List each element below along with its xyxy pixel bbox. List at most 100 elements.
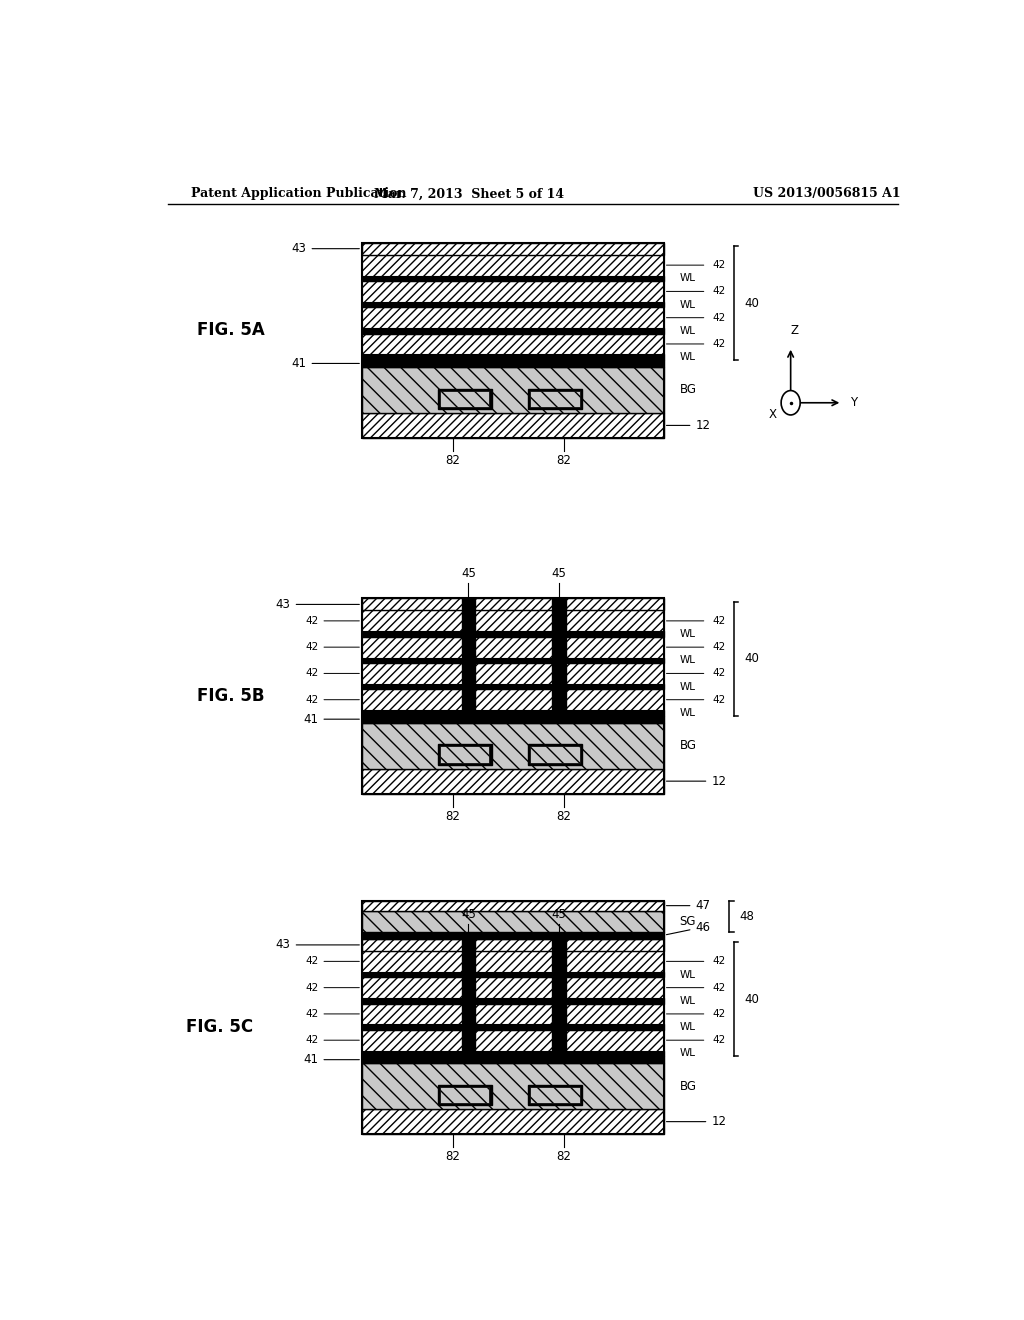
- Bar: [362, 631, 664, 636]
- Text: 48: 48: [740, 909, 755, 923]
- Text: US 2013/0056815 A1: US 2013/0056815 A1: [753, 187, 900, 201]
- Text: BG: BG: [680, 1080, 696, 1093]
- Bar: [362, 598, 664, 610]
- Text: WL: WL: [680, 300, 695, 310]
- Text: 42: 42: [713, 1035, 726, 1045]
- Bar: [362, 900, 664, 911]
- Text: WL: WL: [680, 708, 695, 718]
- Text: WL: WL: [680, 273, 695, 284]
- Bar: [362, 1030, 664, 1051]
- Text: Z: Z: [791, 323, 799, 337]
- Text: 41: 41: [303, 713, 359, 726]
- Text: 82: 82: [557, 810, 571, 822]
- Bar: [362, 768, 664, 793]
- Bar: [362, 367, 664, 413]
- Bar: [362, 243, 664, 438]
- Bar: [530, 391, 580, 407]
- Text: 42: 42: [713, 616, 726, 626]
- Bar: [362, 243, 664, 255]
- Text: 82: 82: [445, 810, 460, 822]
- Text: 41: 41: [292, 356, 359, 370]
- Bar: [552, 939, 565, 1056]
- Text: 42: 42: [713, 668, 726, 678]
- Text: 46: 46: [667, 920, 711, 935]
- Bar: [362, 1024, 664, 1030]
- Text: 43: 43: [275, 598, 359, 611]
- Text: 45: 45: [461, 908, 476, 920]
- Text: 43: 43: [292, 242, 359, 255]
- Bar: [362, 413, 664, 438]
- Text: 42: 42: [305, 957, 359, 966]
- Text: 42: 42: [305, 982, 359, 993]
- Text: 45: 45: [551, 568, 566, 579]
- Text: WL: WL: [680, 1022, 695, 1032]
- Text: 47: 47: [667, 899, 711, 912]
- Bar: [528, 1085, 583, 1105]
- Bar: [462, 598, 475, 715]
- Bar: [362, 281, 664, 302]
- Text: 12: 12: [667, 418, 711, 432]
- Bar: [530, 746, 580, 763]
- Bar: [552, 598, 565, 715]
- Text: 42: 42: [305, 668, 359, 678]
- Bar: [362, 1056, 664, 1064]
- Bar: [362, 610, 664, 631]
- Text: Y: Y: [850, 396, 857, 409]
- Text: SG: SG: [680, 915, 696, 928]
- Text: BG: BG: [680, 739, 696, 752]
- Text: WL: WL: [680, 630, 695, 639]
- Text: 42: 42: [305, 642, 359, 652]
- Bar: [440, 746, 489, 763]
- Text: WL: WL: [680, 969, 695, 979]
- Bar: [528, 388, 583, 409]
- Bar: [362, 360, 664, 367]
- Text: Mar. 7, 2013  Sheet 5 of 14: Mar. 7, 2013 Sheet 5 of 14: [374, 187, 564, 201]
- Text: 42: 42: [305, 1035, 359, 1045]
- Bar: [362, 636, 664, 657]
- Text: 82: 82: [557, 454, 571, 467]
- Bar: [362, 1064, 664, 1109]
- Text: X: X: [768, 408, 776, 421]
- Text: 40: 40: [744, 993, 760, 1006]
- Text: 82: 82: [557, 1151, 571, 1163]
- Text: 42: 42: [713, 313, 726, 322]
- Bar: [362, 723, 664, 768]
- Bar: [528, 744, 583, 766]
- Text: WL: WL: [680, 681, 695, 692]
- Bar: [362, 998, 664, 1003]
- Text: 42: 42: [713, 694, 726, 705]
- Bar: [362, 276, 664, 281]
- Text: FIG. 5A: FIG. 5A: [198, 321, 265, 339]
- Bar: [362, 1051, 664, 1056]
- Bar: [362, 308, 664, 329]
- Text: WL: WL: [680, 352, 695, 362]
- Text: 42: 42: [713, 339, 726, 348]
- Text: 82: 82: [445, 454, 460, 467]
- Bar: [362, 911, 664, 932]
- Text: 45: 45: [551, 908, 566, 920]
- Bar: [362, 663, 664, 684]
- Bar: [362, 932, 664, 939]
- Bar: [362, 598, 664, 793]
- Bar: [440, 1086, 489, 1104]
- Bar: [530, 1086, 580, 1104]
- Bar: [362, 329, 664, 334]
- Bar: [362, 710, 664, 715]
- Text: 42: 42: [305, 1008, 359, 1019]
- Text: 42: 42: [713, 957, 726, 966]
- Bar: [362, 255, 664, 276]
- Text: 42: 42: [305, 616, 359, 626]
- Text: 41: 41: [303, 1053, 359, 1067]
- Circle shape: [781, 391, 800, 414]
- Bar: [362, 354, 664, 360]
- Text: 43: 43: [275, 939, 359, 952]
- Bar: [362, 657, 664, 663]
- Text: 12: 12: [667, 775, 726, 788]
- Bar: [462, 939, 475, 1056]
- Text: 42: 42: [713, 982, 726, 993]
- Bar: [362, 684, 664, 689]
- Text: 12: 12: [667, 1115, 726, 1129]
- Bar: [362, 715, 664, 723]
- Bar: [437, 744, 492, 766]
- Bar: [362, 1109, 664, 1134]
